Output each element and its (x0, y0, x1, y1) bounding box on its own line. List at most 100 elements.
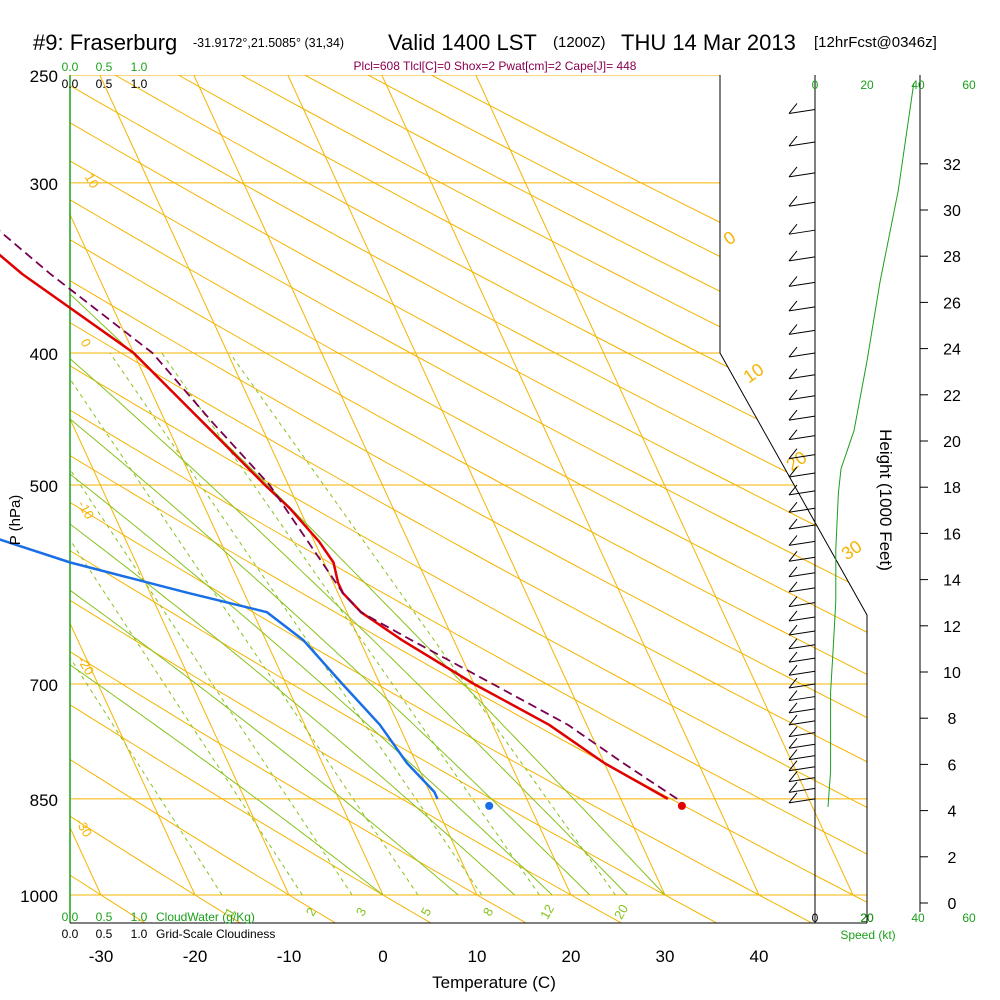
wind-barb-shaft (788, 507, 816, 513)
wind-barb (788, 760, 816, 772)
wind-barb-flag (788, 624, 798, 636)
dry-adiabat (70, 75, 867, 923)
cloudwater-top-tick: 0.5 (96, 60, 113, 74)
dry-adiabat (70, 75, 147, 923)
temperature-profile-line (0, 253, 669, 800)
wind-barb-flag (788, 135, 798, 147)
parcel-info: Plcl=608 Tlcl[C]=0 Shox=2 Pwat[cm]=2 Cap… (354, 59, 637, 73)
cloudwater-label: CloudWater (g/Kg) (156, 910, 255, 924)
wind-barb (788, 726, 816, 738)
wind-barb-flag (788, 651, 798, 663)
wind-barb (788, 250, 816, 262)
height-tick-label: 6 (948, 757, 957, 774)
moist-adiabat (70, 75, 628, 896)
dry-adiabat (70, 75, 867, 923)
wind-barb-shaft (788, 306, 816, 312)
cloudwater-bottom-tick: 0.5 (96, 910, 113, 924)
pressure-tick-label: 850 (30, 791, 58, 810)
cloudiness-bottom-tick: 0.5 (96, 927, 113, 941)
wind-barb (788, 792, 816, 804)
wind-barb-flag (788, 638, 798, 650)
speed-tick-black: 20 (860, 911, 874, 925)
wind-barb-shaft (788, 644, 816, 650)
cloudiness-top-tick: 1.0 (131, 77, 148, 91)
wind-barb-shaft (788, 670, 816, 676)
wind-barb-flag (788, 566, 798, 578)
plot-area (70, 75, 867, 923)
isotherm-line (287, 75, 666, 896)
x-tick-label: 40 (750, 947, 769, 966)
wind-barb-flag (788, 726, 798, 737)
speed-top-tick-zero: 0 (812, 78, 819, 92)
wind-barb (788, 677, 816, 689)
dry-adiabat (135, 75, 867, 923)
wind-barb-flag (788, 771, 798, 782)
height-axis-label: Height (1000 Feet) (876, 429, 895, 571)
isotherm-label-right: 30 (838, 536, 866, 564)
wind-barb-flag (788, 664, 798, 676)
wind-barb (788, 389, 816, 401)
isotherm-label: 10 (82, 171, 102, 191)
wind-barb-shaft (788, 281, 816, 287)
wind-barb (788, 409, 816, 421)
cloudwater-top-tick: 0.0 (62, 60, 79, 74)
x-tick-label: -10 (277, 947, 302, 966)
moist-adiabat (70, 75, 666, 896)
zulu-time: (1200Z) (553, 34, 606, 51)
wind-barb-flag (788, 484, 798, 496)
wind-barb (788, 596, 816, 608)
isotherm-line (70, 75, 384, 896)
speed-tick-green: 20 (860, 911, 874, 925)
wind-barb (788, 135, 816, 147)
height-tick-label: 12 (943, 619, 961, 636)
speed-top-tick-green: 40 (911, 78, 925, 92)
dry-adiabat (322, 75, 867, 923)
wind-barb-flag (788, 610, 798, 622)
mixing-ratio-line (161, 352, 540, 896)
dry-adiabat (70, 75, 528, 923)
wind-barb-flag (788, 760, 798, 772)
wind-barb (788, 346, 816, 358)
wind-barb-shaft (788, 435, 816, 441)
height-tick-label: 28 (943, 249, 961, 266)
pressure-tick-label: 250 (30, 67, 58, 86)
x-tick-label: -20 (183, 947, 208, 966)
isotherm-line (70, 75, 290, 896)
wind-barb (788, 581, 816, 593)
wind-barb (788, 690, 816, 702)
height-tick-label: 20 (943, 434, 961, 451)
wind-barb-shaft (788, 777, 816, 783)
isotherm-label: -10 (75, 498, 97, 522)
isotherm-line (381, 75, 760, 896)
wind-barb-shaft (788, 755, 816, 761)
dry-adiabat (70, 75, 867, 923)
wind-barb-flag (788, 300, 798, 312)
wind-barb (788, 324, 816, 335)
wind-barb-shaft (788, 395, 816, 401)
height-tick-label: 32 (943, 157, 961, 174)
dry-adiabat (70, 75, 719, 923)
wind-barb-flag (788, 103, 798, 114)
wind-barb-shaft (788, 602, 816, 608)
wind-barb-shaft (788, 657, 816, 663)
wind-barb (788, 782, 816, 793)
wind-barb-flag (788, 250, 798, 262)
mixing-ratio-label: 20 (611, 902, 631, 922)
x-tick-label: -30 (89, 947, 114, 966)
pressure-tick-label: 500 (30, 477, 58, 496)
speed-top-tick-green: 60 (962, 78, 976, 92)
pressure-tick-label: 300 (30, 175, 58, 194)
pressure-tick-label: 1000 (20, 887, 58, 906)
cloudiness-label: Grid-Scale Cloudiness (156, 927, 275, 941)
header: #9: Fraserburg -31.9172°,21.5085° (31,34… (33, 30, 937, 73)
wind-barb (788, 300, 816, 312)
x-tick-label: 10 (468, 947, 487, 966)
wind-barb-shaft (788, 374, 816, 380)
wind-barb-shaft (788, 108, 816, 114)
speed-tick-black: 0 (812, 911, 819, 925)
wind-barb-shaft (788, 787, 816, 793)
x-tick-label: 0 (378, 947, 387, 966)
wind-barb-shaft (788, 683, 816, 689)
mixing-ratio-label: 8 (480, 905, 497, 919)
